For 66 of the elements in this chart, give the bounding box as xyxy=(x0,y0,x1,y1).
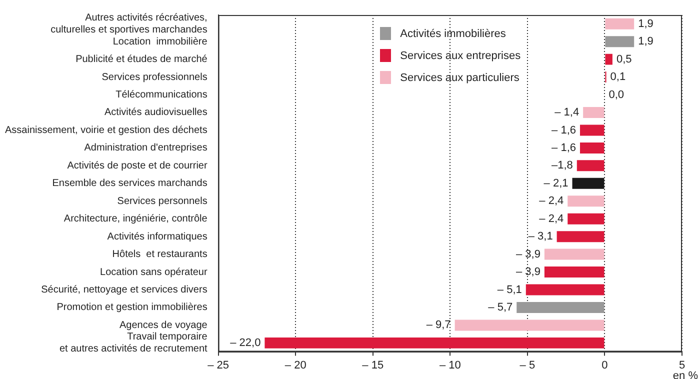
x-axis-title: en % xyxy=(672,370,698,379)
legend-label: Activités immobilières xyxy=(400,28,506,40)
x-tick-label: – 20 xyxy=(284,359,306,372)
data-label: – 2,4 xyxy=(539,195,564,208)
bar xyxy=(605,54,612,65)
data-label: – 1,6 xyxy=(552,142,576,154)
data-label: 0,5 xyxy=(616,53,632,66)
bar xyxy=(580,124,604,136)
legend-label: Services aux particuliers xyxy=(400,72,520,84)
x-tick-label: – 10 xyxy=(439,359,461,372)
bar xyxy=(568,213,604,224)
y-tick-label: Promotion et gestion immobilières xyxy=(56,302,208,314)
y-tick-label: Activités informatiques xyxy=(107,231,208,242)
y-tick-label: Administration d'entreprises xyxy=(84,142,208,154)
bar xyxy=(580,142,604,154)
data-label: – 3,1 xyxy=(528,230,553,243)
y-tick-label: Hôtels et restaurants xyxy=(112,249,208,260)
bar xyxy=(264,337,604,348)
data-label: – 3,9 xyxy=(516,266,540,278)
x-tick-label: 5 xyxy=(678,359,686,372)
x-tick-label: – 25 xyxy=(208,359,230,372)
bar xyxy=(556,231,604,242)
data-label: – 2,4 xyxy=(539,212,564,225)
data-label: – 5,1 xyxy=(497,284,522,296)
data-label: – 5,7 xyxy=(488,302,513,314)
x-tick-label: 0 xyxy=(602,359,608,372)
y-tick-label: Architecture, ingéniérie, contrôle xyxy=(64,214,208,225)
data-label: – 9,7 xyxy=(426,319,451,332)
data-label: – 1,6 xyxy=(552,124,576,136)
data-label: 0,0 xyxy=(608,88,624,101)
data-label: – 22,0 xyxy=(230,336,261,349)
bar xyxy=(576,160,604,172)
data-label: –1,8 xyxy=(551,160,573,172)
y-tick-label: Services personnels xyxy=(117,196,208,207)
y-tick-label: Assainissement, voirie et gestion des déchets xyxy=(4,124,208,136)
x-tick-label: – 15 xyxy=(362,359,384,372)
data-label: – 1,4 xyxy=(554,106,580,119)
bar xyxy=(516,302,604,313)
y-tick-label: Services professionnels xyxy=(102,72,208,83)
y-tick-label: Agences de voyage xyxy=(119,320,208,331)
bar xyxy=(526,284,604,296)
bar xyxy=(605,18,634,30)
y-tick-label: Ensemble des services marchands xyxy=(52,178,208,190)
data-label: 1,9 xyxy=(638,18,654,30)
bar xyxy=(544,248,604,260)
bar xyxy=(544,266,604,278)
bar xyxy=(568,196,604,207)
bar xyxy=(454,320,604,331)
y-tick-label: Travail temporaire et autres activités de recrutement xyxy=(59,332,208,355)
y-tick-label: Publicité et études de marché xyxy=(76,54,208,66)
y-tick-label: Location immobilière xyxy=(112,36,208,48)
data-label: – 2,1 xyxy=(544,177,568,190)
bar xyxy=(583,107,604,118)
x-tick-label: – 5 xyxy=(520,359,536,372)
bar xyxy=(572,178,604,189)
y-tick-label: Activités de poste et de courrier xyxy=(67,160,208,172)
data-label: 1,9 xyxy=(638,36,654,48)
y-tick-label: Télécommunications xyxy=(116,90,208,101)
data-label: 0,1 xyxy=(610,71,626,84)
legend-label: Services aux entreprises xyxy=(400,50,521,62)
y-tick-label: Location sans opérateur xyxy=(100,266,208,278)
data-label: – 3,9 xyxy=(516,248,540,260)
y-tick-label: Activités audiovisuelles xyxy=(104,107,208,118)
y-tick-label: Autres activités récréatives, culturelles et sportives marchandes xyxy=(50,12,208,36)
y-tick-label: Sécurité, nettoyage et services divers xyxy=(41,284,208,296)
bar xyxy=(605,36,634,48)
